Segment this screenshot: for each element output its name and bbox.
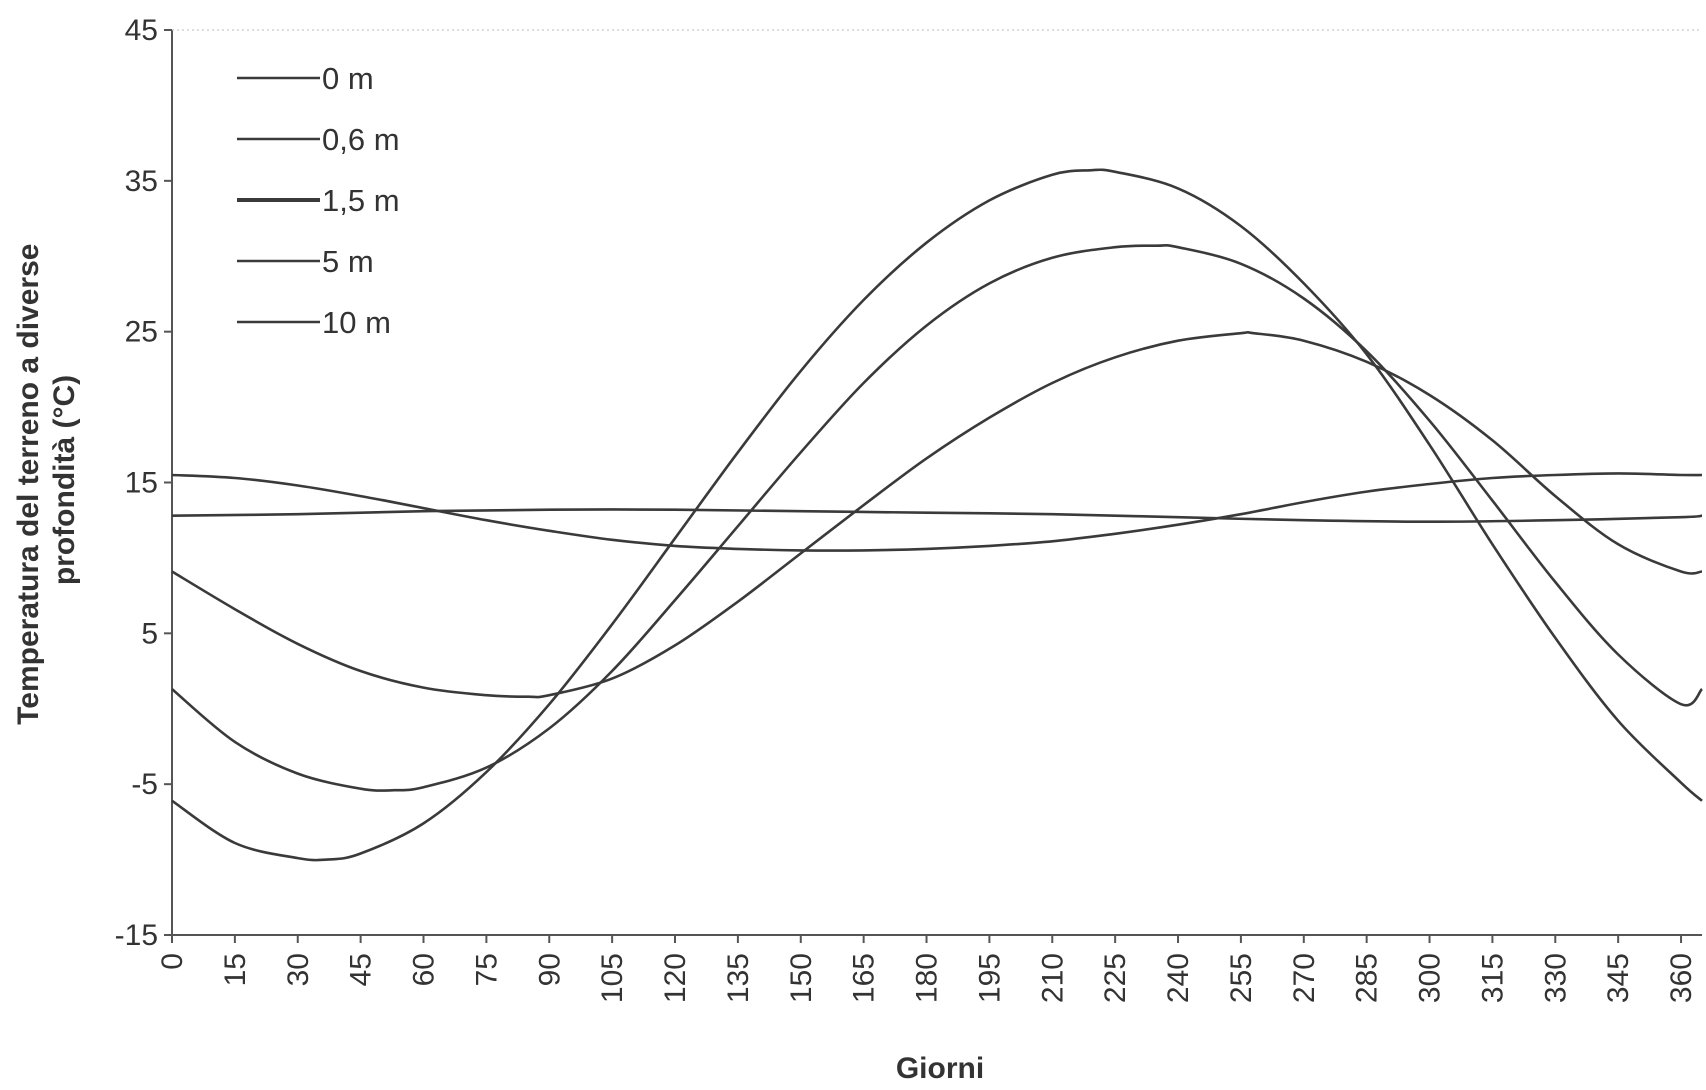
x-tick-label: 180 bbox=[911, 953, 944, 1003]
series-line-2 bbox=[171, 244, 1703, 792]
x-tick-label: 315 bbox=[1476, 953, 1509, 1003]
x-tick-label: 105 bbox=[596, 953, 629, 1003]
x-axis-title: Giorni bbox=[896, 1052, 984, 1085]
x-tick-label: 30 bbox=[282, 953, 315, 986]
x-tick-label: 345 bbox=[1602, 953, 1635, 1003]
x-tick-label: 135 bbox=[722, 953, 755, 1003]
x-tick-label: 285 bbox=[1351, 953, 1384, 1003]
y-tick-label: 35 bbox=[125, 165, 158, 198]
series-line-4 bbox=[171, 472, 1703, 552]
y-tick-label: 15 bbox=[125, 467, 158, 500]
series-line-5 bbox=[171, 508, 1703, 524]
x-tick-label: 75 bbox=[470, 953, 503, 986]
x-tick-label: 60 bbox=[408, 953, 441, 986]
legend-label: 1,5 m bbox=[322, 183, 400, 218]
x-tick-label: 270 bbox=[1288, 953, 1321, 1003]
x-tick-label: 240 bbox=[1162, 953, 1195, 1003]
y-tick-label: 45 bbox=[125, 14, 158, 47]
legend-label: 0 m bbox=[322, 61, 374, 96]
y-axis-title-line-1: Temperatura del terreno a diverse bbox=[12, 244, 45, 725]
x-tick-label: 15 bbox=[219, 953, 252, 986]
legend: 0 m 0,6 m 1,5 m 5 m 10 m bbox=[237, 61, 400, 340]
x-tick-label: 165 bbox=[848, 953, 881, 1003]
x-ticks: 0 15 30 45 60 75 90 105 120 135 150 165 180 195 210 225… bbox=[156, 935, 1698, 1003]
y-tick-label: 25 bbox=[125, 316, 158, 349]
y-axis-title: Temperatura del terreno a diverse profon… bbox=[12, 235, 81, 725]
x-tick-label: 360 bbox=[1665, 953, 1698, 1003]
x-tick-label: 210 bbox=[1036, 953, 1069, 1003]
legend-label: 10 m bbox=[322, 305, 391, 340]
series-line-1 bbox=[171, 168, 1703, 862]
x-tick-label: 45 bbox=[345, 953, 378, 986]
x-tick-label: 225 bbox=[1099, 953, 1132, 1003]
x-tick-label: 0 bbox=[156, 953, 189, 970]
series-line-3 bbox=[171, 330, 1703, 699]
y-ticks: 45 35 25 15 5 -5 -15 bbox=[115, 14, 172, 952]
y-tick-label: 5 bbox=[141, 617, 158, 650]
y-tick-label: -15 bbox=[115, 919, 158, 952]
x-tick-label: 330 bbox=[1539, 953, 1572, 1003]
x-tick-label: 255 bbox=[1225, 953, 1258, 1003]
x-tick-label: 150 bbox=[785, 953, 818, 1003]
x-tick-label: 300 bbox=[1414, 953, 1447, 1003]
x-tick-label: 90 bbox=[533, 953, 566, 986]
series-lines bbox=[171, 168, 1703, 862]
x-tick-label: 120 bbox=[659, 953, 692, 1003]
plot-frame bbox=[171, 29, 1702, 936]
x-tick-label: 195 bbox=[973, 953, 1006, 1003]
y-tick-label: -5 bbox=[131, 768, 158, 801]
legend-label: 0,6 m bbox=[322, 122, 400, 157]
legend-label: 5 m bbox=[322, 244, 374, 279]
y-axis-title-line-2: profondità (°C) bbox=[48, 375, 81, 585]
